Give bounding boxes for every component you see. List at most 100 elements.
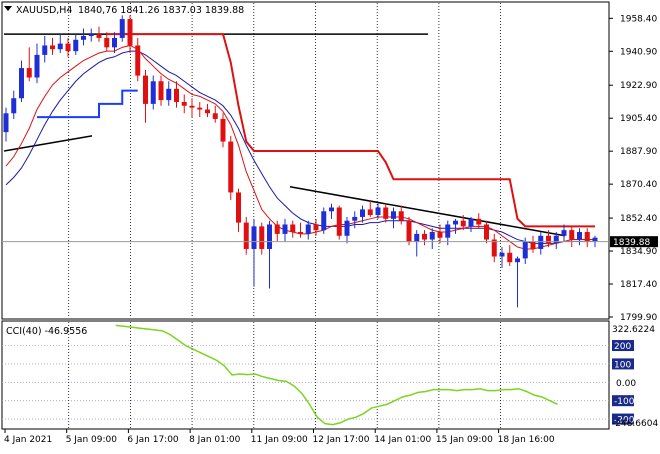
descending-trendline[interactable] [289,186,566,237]
candle-body [460,220,466,227]
price-tick-label: 1958.40 [620,14,657,24]
candle-body [336,207,342,236]
ohlc-values: 1840,76 1841.26 1837.03 1839.88 [78,5,244,16]
candle-body [205,109,210,114]
triangle-down-icon[interactable] [4,6,12,11]
candle-body [375,207,381,216]
candle-body [329,207,334,212]
candle-body [507,252,513,263]
candle-body [453,220,458,225]
time-tick-label: 18 Jan 16:00 [498,435,555,445]
candle-body [383,207,389,219]
candle-body [584,232,590,242]
cci-level-label: 0.00 [616,379,636,389]
cci-panel[interactable] [1,320,610,430]
price-axis: 1958.40 1940.90 1922.90 1905.40 1887.90 1870.… [609,14,657,323]
cci-level-label: -200 [614,416,635,426]
candle-body [321,211,327,231]
candle-body [344,220,350,236]
cci-level-box [612,358,634,370]
candle-body [19,68,24,99]
cci-level-box [612,340,634,352]
candle-body [592,237,598,242]
cci-label: CCI(40) -46.9556 [6,326,87,337]
candle-body [228,141,234,193]
candle-body [119,19,125,38]
candle-body [445,224,451,238]
candle-body [81,36,86,40]
candle-body [484,224,489,240]
price-tick-label: 1817.40 [620,280,657,290]
time-tick-label: 12 Jan 17:00 [313,435,370,445]
candle-body [26,68,32,78]
price-tick-label: 1922.90 [620,81,657,91]
candle-body [143,75,148,104]
price-tick-label: 1852.40 [620,214,657,224]
candle-body [491,239,497,257]
candle-body [282,224,288,234]
cci-axis-bottom: -248.6604 [612,419,658,429]
cci-axis-top: 322.6224 [612,325,655,335]
candle-body [104,37,110,48]
candle-body [274,224,280,234]
time-tick-label: 5 Jan 09:00 [66,435,118,445]
candle-body [96,34,102,38]
candle-body [422,233,427,240]
candle-body [305,224,311,234]
candle-body [437,232,443,238]
candle-body [546,235,551,244]
cci-level-box [612,395,634,407]
cci-level-label: 100 [614,360,631,370]
candle-body [391,211,396,219]
candle-body [11,98,17,114]
price-tick-label: 1940.90 [620,47,657,57]
candle-body [569,230,575,240]
candle-body [515,258,520,263]
candle-body [166,88,172,101]
price-tick-label: 1905.40 [620,114,657,124]
candle-body [259,226,265,249]
candle-body [429,232,435,240]
candle-body [499,252,505,257]
current-price-label: 1839.88 [613,238,650,248]
price-tick-label: 1870.40 [620,180,657,190]
candle-body [181,101,187,106]
candle-body [530,241,536,249]
candle-body [189,105,195,108]
price-tick-label: 1834.90 [620,247,657,257]
candle-body [197,107,203,110]
candle-body [476,218,482,225]
candle-body [468,218,474,227]
candle-body [243,222,249,249]
blue-stop-line [37,89,138,119]
candlestick-series [3,15,598,308]
candle-body [112,37,117,48]
candle-body [174,88,179,102]
price-tick-label: 1887.90 [620,147,657,157]
candle-body [220,118,226,142]
candle-body [360,209,365,217]
time-tick-label: 11 Jan 09:00 [251,435,308,445]
candle-body [398,211,404,221]
candle-body [34,54,40,78]
cci-level-label: -100 [614,397,635,407]
price-tick-label: 1799.90 [620,313,657,323]
candle-body [406,220,412,242]
symbol-label: XAUUSD,H4 [16,5,72,16]
cci-levels: 200 100 0.00 -100 -200 [2,340,636,426]
price-panel[interactable] [1,1,610,320]
chart-header: XAUUSD,H4 1840,76 1841.26 1837.03 1839.8… [4,5,244,16]
candle-body [561,230,567,236]
current-price-tag: 1839.88 [610,236,658,248]
candle-body [3,113,9,133]
candle-body [538,235,544,249]
candle-body [88,34,94,37]
trailing-stop-line [106,33,595,228]
candle-body [577,232,582,240]
candle-body [290,224,296,233]
candle-body [65,43,71,52]
time-axis: 4 Jan 2021 5 Jan 09:00 6 Jan 17:00 8 Jan 01… [4,429,555,445]
cci-level-box [612,413,634,425]
candle-body [367,209,373,216]
